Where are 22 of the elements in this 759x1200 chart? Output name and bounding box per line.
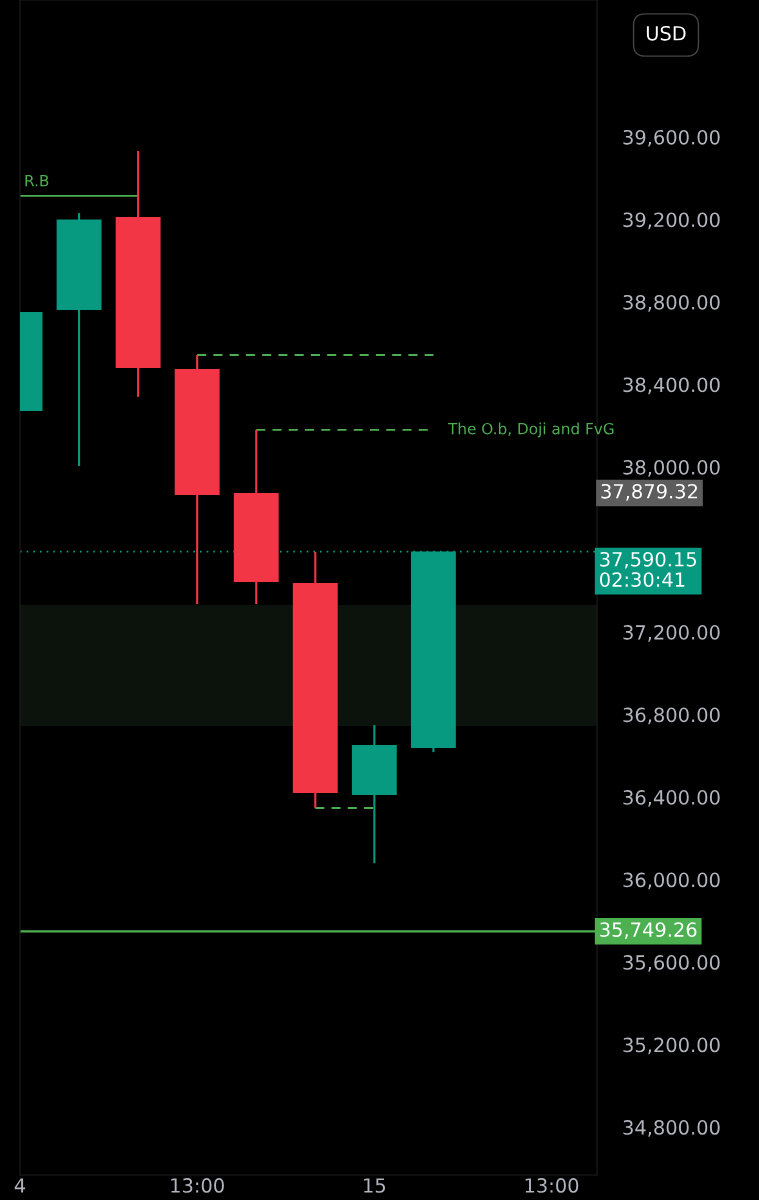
ref-line-label: 37,590.15 02:30:41 [600, 551, 696, 587]
y-tick-label: 36,800.00 [623, 707, 720, 725]
y-tick-label: 35,600.00 [623, 955, 720, 972]
y-tick-label: 38,400.00 [623, 377, 720, 395]
y-tick-label: 39,600.00 [623, 129, 720, 147]
ref-line-label: 35,749.26 [600, 922, 697, 939]
y-tick-label: 36,400.00 [623, 790, 720, 807]
x-tick-label: 15 [364, 1178, 386, 1193]
annotation: R.B [25, 175, 49, 187]
y-tick-label: 38,000.00 [623, 459, 720, 477]
y-tick-label: 35,200.00 [623, 1037, 720, 1055]
x-tick-label: 4 [14, 1178, 26, 1193]
y-tick-label: 36,000.00 [623, 872, 720, 890]
y-tick-label: 34,800.00 [623, 1120, 720, 1137]
x-tick-label: 13:00 [171, 1178, 224, 1193]
text: USD [646, 25, 686, 41]
x-tick-label: 13:00 [525, 1178, 579, 1193]
text: 37,879.32 [601, 483, 698, 501]
y-tick-label: 37,200.00 [623, 625, 720, 642]
annotation: The O.b, Doji and FvG [447, 422, 614, 438]
y-tick-label: 38,800.00 [623, 294, 720, 312]
y-tick-label: 39,200.00 [623, 212, 720, 230]
